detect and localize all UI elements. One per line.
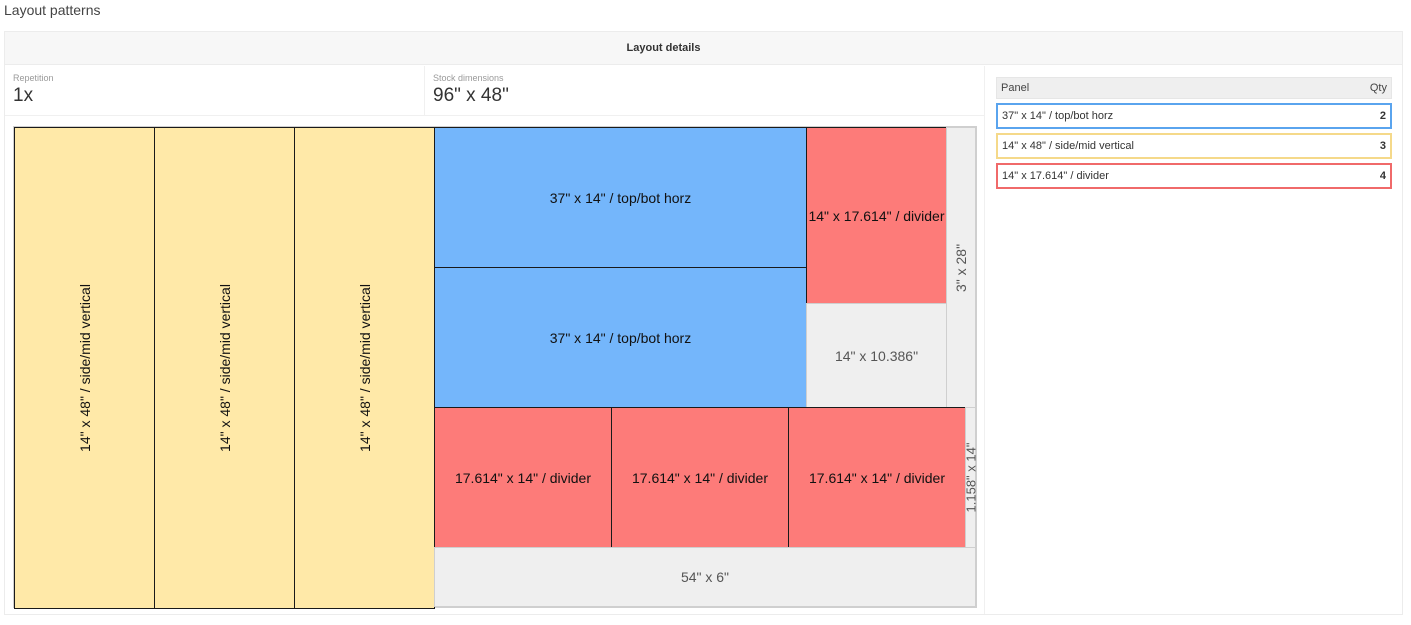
- panel-label: 37" x 14" / top/bot horz: [549, 329, 692, 346]
- waste-area-3: 1.158" x 14": [963, 407, 979, 548]
- panel-label: 17.614" x 14" / divider: [631, 469, 769, 486]
- stock-dimensions-label: Stock dimensions: [433, 73, 504, 83]
- waste-label: 14" x 10.386": [834, 347, 919, 364]
- stock-dimensions-stat: Stock dimensions 96" x 48": [425, 66, 985, 116]
- stock-dimensions-value: 96" x 48": [433, 85, 509, 106]
- panel-row-top-bot-horz[interactable]: 37" x 14" / top/bot horz 2: [996, 103, 1392, 129]
- waste-area-1: 14" x 10.386": [806, 303, 947, 408]
- panel-column-header: Panel: [1001, 82, 1030, 94]
- panel-label: 17.614" x 14" / divider: [808, 469, 946, 486]
- card-header: Layout details: [5, 32, 1402, 65]
- panel-table-header: Panel Qty: [996, 77, 1392, 99]
- panel-row-name: 14" x 48" / side/mid vertical: [1002, 140, 1134, 152]
- panel-table: Panel Qty 37" x 14" / top/bot horz 2 14"…: [996, 77, 1392, 189]
- panel-label: 14" x 17.614" / divider: [808, 207, 945, 224]
- panel-row-qty: 4: [1379, 170, 1386, 182]
- panel-label: 14" x 48" / side/mid vertical: [216, 284, 233, 452]
- page-title: Layout patterns: [4, 2, 101, 18]
- panel-label: 37" x 14" / top/bot horz: [549, 189, 692, 206]
- panel-row-name: 14" x 17.614" / divider: [1002, 170, 1109, 182]
- repetition-value: 1x: [13, 85, 34, 106]
- panel-row-side-mid-vertical[interactable]: 14" x 48" / side/mid vertical 3: [996, 133, 1392, 159]
- panel-label: 17.614" x 14" / divider: [454, 469, 592, 486]
- waste-label: 3" x 28": [953, 243, 970, 292]
- panel-top-bot-horz-2[interactable]: 37" x 14" / top/bot horz: [434, 267, 807, 408]
- panel-side-mid-vertical-1[interactable]: 14" x 48" / side/mid vertical: [14, 127, 155, 609]
- panel-row-qty: 3: [1379, 140, 1386, 152]
- panel-label: 14" x 48" / side/mid vertical: [76, 284, 93, 452]
- panel-divider-2[interactable]: 17.614" x 14" / divider: [434, 407, 612, 548]
- panel-label: 14" x 48" / side/mid vertical: [356, 284, 373, 452]
- panel-row-qty: 2: [1379, 110, 1386, 122]
- column-divider: [984, 66, 985, 614]
- waste-area-2: 3" x 28": [946, 127, 976, 408]
- waste-label: 1.158" x 14": [963, 442, 979, 513]
- repetition-label: Repetition: [13, 73, 54, 83]
- panel-divider-3[interactable]: 17.614" x 14" / divider: [611, 407, 789, 548]
- panel-top-bot-horz-1[interactable]: 37" x 14" / top/bot horz: [434, 127, 807, 268]
- panel-side-mid-vertical-2[interactable]: 14" x 48" / side/mid vertical: [154, 127, 295, 609]
- waste-label: 54" x 6": [680, 569, 730, 585]
- qty-column-header: Qty: [1369, 82, 1387, 94]
- repetition-stat: Repetition 1x: [5, 66, 425, 116]
- panel-row-divider[interactable]: 14" x 17.614" / divider 4: [996, 163, 1392, 189]
- panel-divider-4[interactable]: 17.614" x 14" / divider: [788, 407, 966, 548]
- waste-area-4: 54" x 6": [434, 547, 976, 607]
- stock-sheet: 14" x 48" / side/mid vertical 14" x 48" …: [13, 126, 979, 609]
- panel-divider-1[interactable]: 14" x 17.614" / divider: [806, 127, 947, 304]
- panel-row-name: 37" x 14" / top/bot horz: [1002, 110, 1114, 122]
- panel-side-mid-vertical-3[interactable]: 14" x 48" / side/mid vertical: [294, 127, 435, 609]
- layout-details-card: Layout details Repetition 1x Stock dimen…: [4, 31, 1403, 615]
